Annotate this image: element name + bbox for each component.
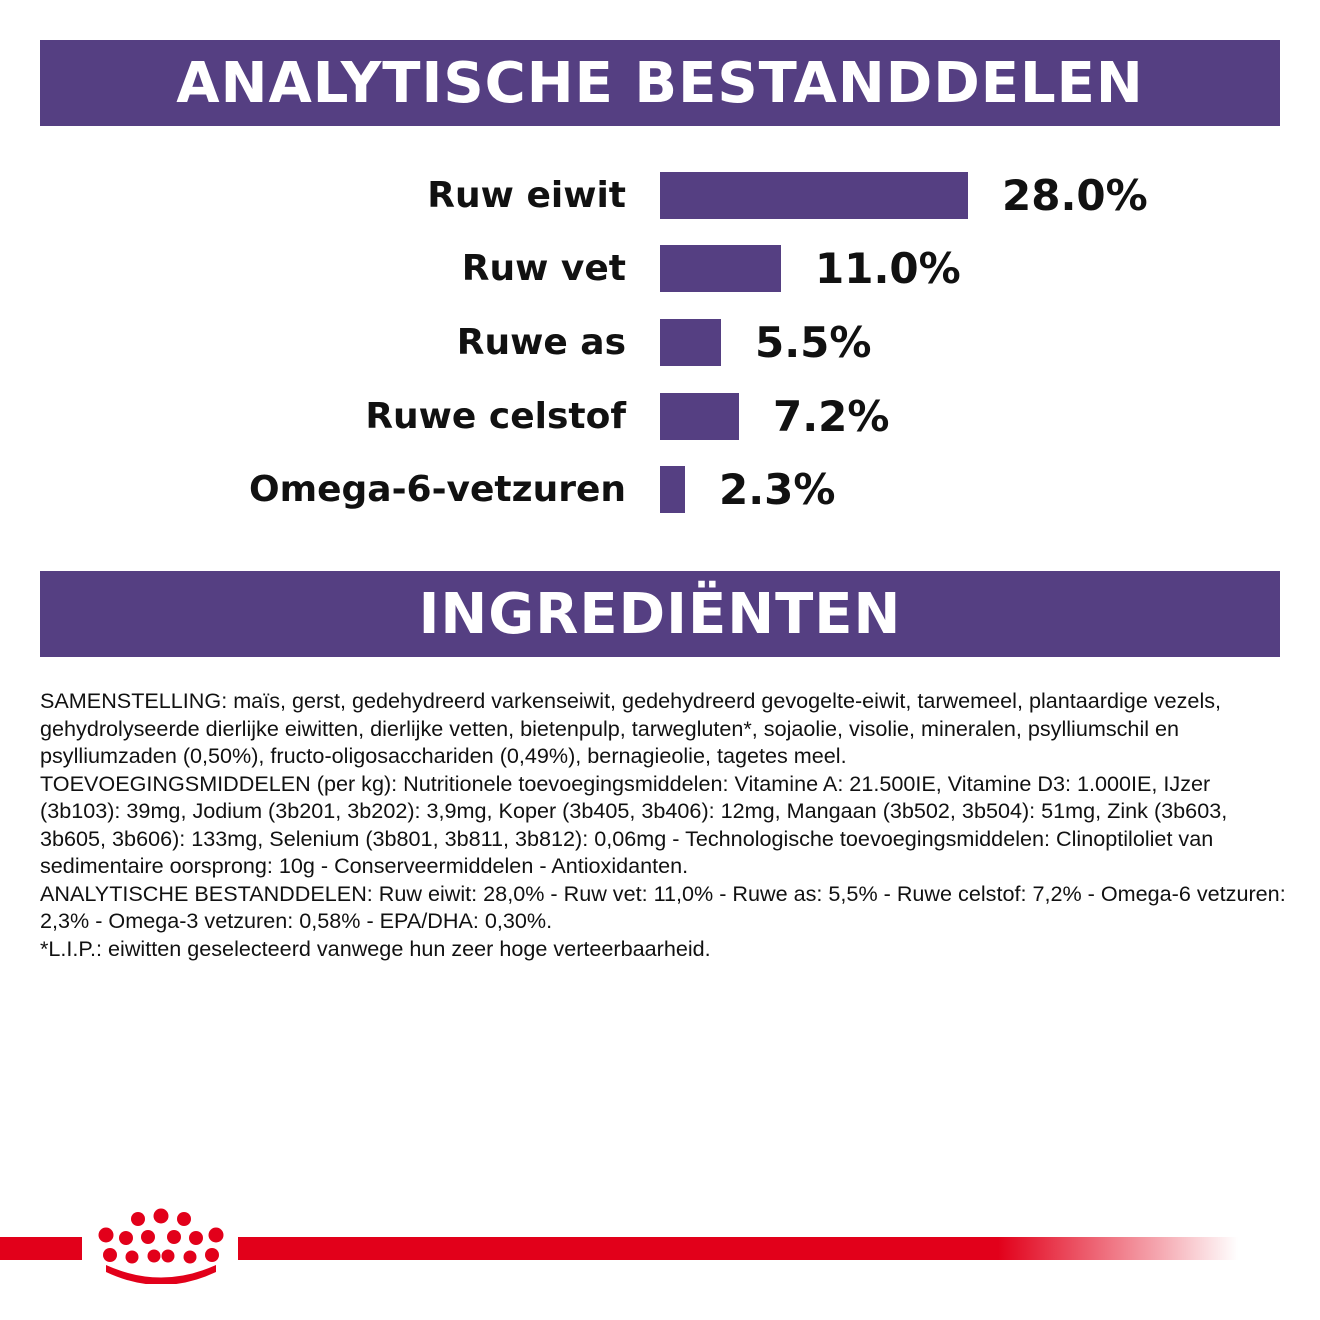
footnote-paragraph: *L.I.P.: eiwitten geselecteerd vanwege h… bbox=[40, 935, 711, 961]
chart-row-label: Ruwe as bbox=[456, 322, 626, 363]
chart-row-label: Ruw eiwit bbox=[427, 175, 626, 216]
chart-bar bbox=[660, 319, 721, 366]
chart-row: Ruwe as 5.5% bbox=[0, 319, 1320, 367]
chart-row-label: Ruw vet bbox=[461, 248, 626, 289]
chart-row-label: Omega-6-vetzuren bbox=[249, 469, 626, 510]
chart-bar bbox=[660, 393, 739, 440]
analysis-title: ANALYTISCHE BESTANDDELEN bbox=[176, 50, 1144, 116]
chart-bar bbox=[660, 172, 968, 219]
ingredients-banner: INGREDIËNTEN bbox=[40, 571, 1280, 657]
crown-icon bbox=[98, 1208, 224, 1284]
chart-value-label: 2.3% bbox=[719, 465, 836, 514]
chart-row: Ruw vet 11.0% bbox=[0, 245, 1320, 293]
chart-value-label: 28.0% bbox=[1002, 171, 1148, 220]
chart-value-label: 11.0% bbox=[815, 244, 961, 293]
chart-row-label: Ruwe celstof bbox=[365, 396, 626, 437]
analysis-banner: ANALYTISCHE BESTANDDELEN bbox=[40, 40, 1280, 126]
chart-bar bbox=[660, 245, 781, 292]
chart-bar bbox=[660, 466, 685, 513]
chart-row: Ruwe celstof 7.2% bbox=[0, 393, 1320, 441]
analysis-paragraph: ANALYTISCHE BESTANDDELEN: Ruw eiwit: 28,… bbox=[40, 880, 1286, 934]
footer-red-line-left bbox=[0, 1237, 82, 1260]
ingredients-text: SAMENSTELLING: maïs, gerst, gedehydreerd… bbox=[40, 687, 1290, 962]
chart-value-label: 7.2% bbox=[773, 392, 890, 441]
ingredients-title: INGREDIËNTEN bbox=[418, 581, 902, 647]
chart-row: Ruw eiwit 28.0% bbox=[0, 172, 1320, 220]
composition-paragraph: SAMENSTELLING: maïs, gerst, gedehydreerd… bbox=[40, 688, 1222, 768]
additives-paragraph: TOEVOEGINGSMIDDELEN (per kg): Nutritione… bbox=[40, 770, 1228, 879]
footer-red-line-right bbox=[238, 1237, 1238, 1260]
chart-value-label: 5.5% bbox=[755, 318, 872, 367]
chart-row: Omega-6-vetzuren 2.3% bbox=[0, 466, 1320, 514]
